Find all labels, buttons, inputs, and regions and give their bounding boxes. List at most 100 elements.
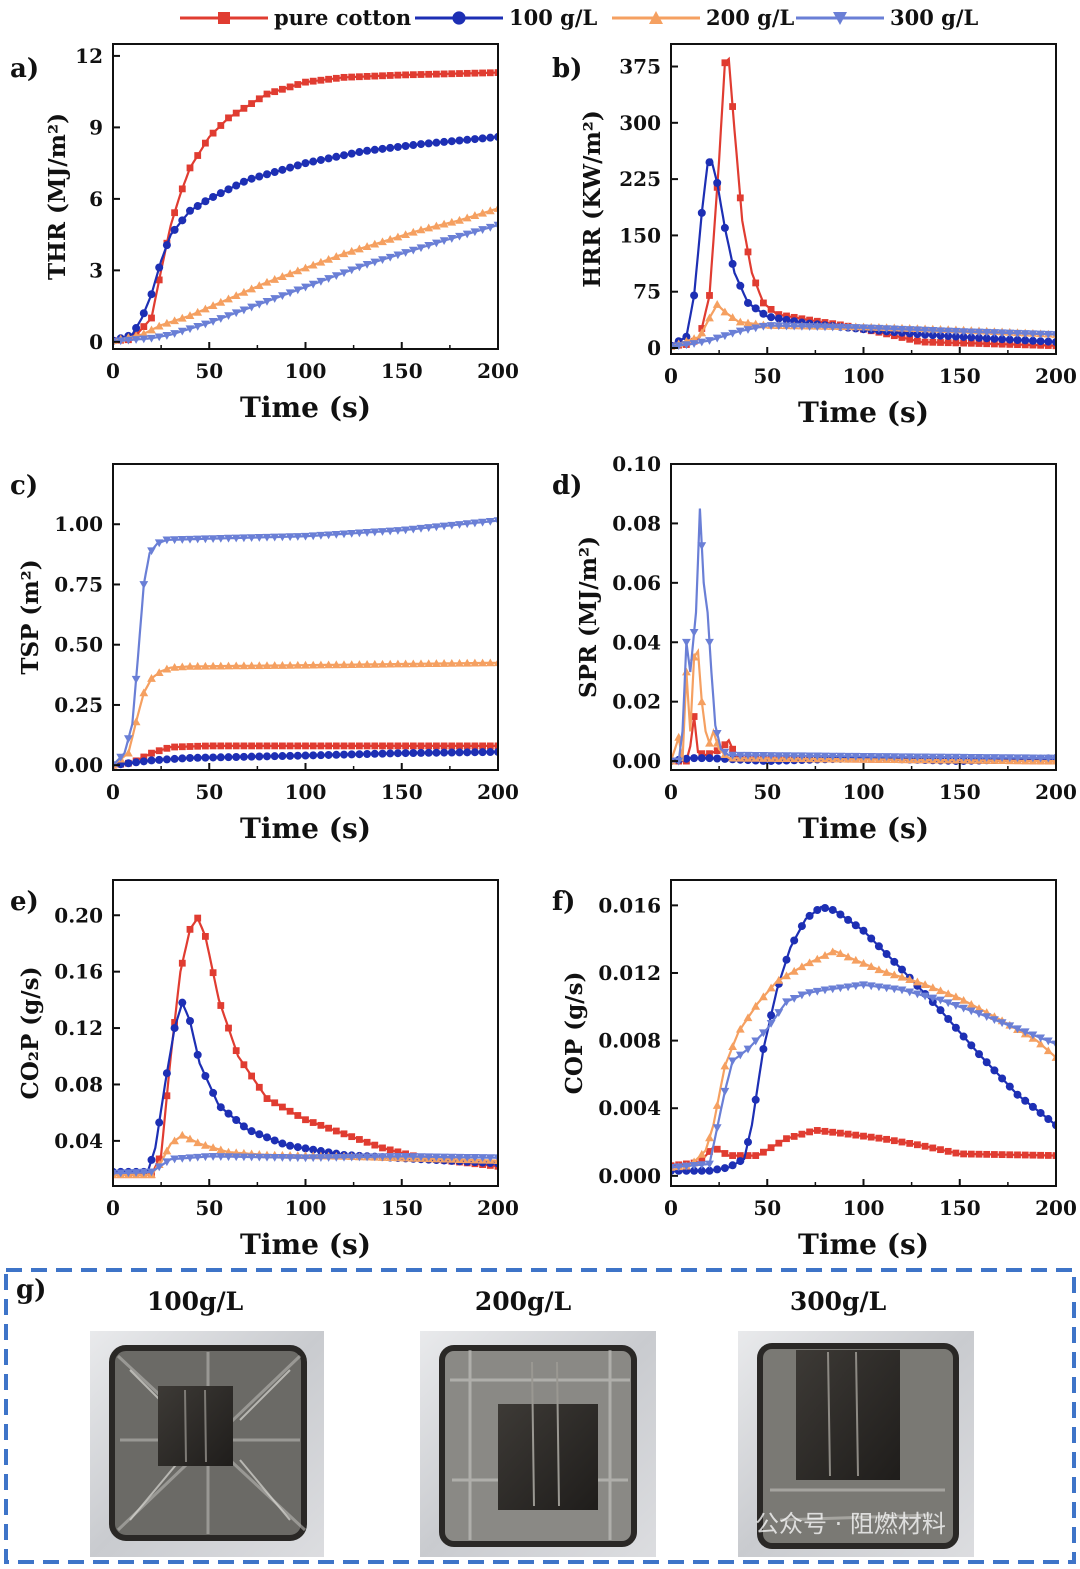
panel-label: c)	[10, 471, 38, 501]
data-point	[247, 752, 256, 761]
data-point	[286, 742, 294, 750]
data-point	[239, 1153, 249, 1162]
data-point	[821, 1127, 829, 1135]
data-point	[393, 251, 403, 260]
chart-panel-b-hrr: 0 50 100 150 200 0 75 150 225 300 375 Time (s) HRR (…	[552, 43, 1077, 429]
data-point	[155, 263, 164, 272]
data-point	[255, 1083, 263, 1091]
x-tick-label: 100	[285, 1196, 327, 1220]
data-point	[485, 658, 495, 667]
data-point	[759, 1045, 768, 1054]
y-tick-label: 0.04	[54, 1129, 103, 1153]
data-point	[255, 172, 264, 181]
data-point	[324, 1154, 333, 1162]
data-point	[906, 1139, 914, 1147]
y-tick-label: 0.008	[598, 1029, 661, 1053]
data-point	[712, 1101, 722, 1109]
data-point	[339, 660, 349, 669]
data-point	[967, 1150, 975, 1158]
data-point	[401, 230, 410, 239]
data-point	[682, 638, 691, 647]
series-300-g-l	[671, 508, 1056, 766]
data-point	[936, 996, 945, 1005]
data-point	[983, 340, 991, 348]
data-point	[193, 1153, 203, 1162]
data-point	[270, 533, 280, 542]
data-point	[852, 1131, 860, 1139]
data-point	[943, 989, 953, 998]
legend-label: 100 g/L	[509, 5, 598, 30]
data-point	[897, 986, 907, 995]
data-point	[371, 1141, 379, 1149]
data-point	[1051, 1040, 1056, 1049]
data-point	[789, 752, 799, 761]
data-point	[689, 628, 699, 637]
data-point	[494, 742, 498, 750]
x-tick-label: 200	[477, 1196, 519, 1220]
data-point	[998, 1151, 1006, 1159]
data-point	[921, 330, 930, 339]
data-point	[301, 532, 310, 541]
data-point	[759, 752, 768, 760]
series-pure-cotton	[113, 69, 498, 345]
data-point	[154, 668, 164, 677]
data-point	[385, 1153, 395, 1161]
data-point	[1044, 1152, 1052, 1159]
data-point	[1029, 341, 1037, 349]
data-point	[193, 1138, 203, 1147]
data-point	[202, 933, 209, 940]
data-point	[155, 1155, 163, 1163]
data-point	[224, 294, 233, 303]
data-point	[478, 1154, 487, 1162]
data-point	[139, 1168, 149, 1177]
data-point	[448, 70, 456, 78]
data-point	[113, 1169, 118, 1178]
data-point	[177, 662, 187, 671]
x-tick-label: 50	[195, 359, 223, 383]
data-point	[409, 71, 417, 79]
data-point	[131, 675, 141, 684]
photo-label-100: 100g/L	[147, 1287, 244, 1316]
y-tick-label: 0	[89, 330, 103, 354]
data-point	[394, 1148, 402, 1156]
data-point	[944, 332, 953, 341]
data-point	[116, 753, 126, 762]
data-point	[874, 324, 884, 333]
data-point	[751, 1037, 761, 1046]
data-point	[386, 1146, 394, 1154]
data-point	[697, 328, 707, 337]
y-tick-label: 0.000	[598, 1164, 661, 1188]
data-point	[254, 300, 264, 309]
data-point	[1043, 330, 1053, 339]
data-point	[705, 158, 714, 167]
data-point	[193, 1050, 202, 1059]
data-point	[124, 735, 133, 744]
data-point	[224, 753, 233, 762]
data-point	[170, 754, 179, 763]
data-point	[913, 326, 922, 335]
data-point	[324, 531, 333, 540]
data-point	[278, 165, 287, 174]
data-point	[859, 926, 868, 935]
data-point	[774, 752, 784, 760]
data-point	[455, 1153, 464, 1162]
data-point	[263, 1095, 271, 1102]
data-point	[216, 1103, 225, 1112]
data-point	[147, 547, 156, 556]
data-point	[851, 921, 860, 930]
data-point	[462, 1153, 472, 1162]
data-point	[782, 955, 791, 964]
data-point	[177, 536, 187, 544]
series-100-g-l	[671, 158, 1056, 350]
data-point	[347, 266, 357, 275]
data-point	[744, 1152, 752, 1159]
data-point	[139, 309, 148, 318]
data-point	[493, 221, 498, 230]
data-point	[698, 1156, 706, 1164]
data-point	[751, 1095, 760, 1104]
data-point	[331, 272, 341, 281]
data-point	[301, 660, 310, 669]
series-line	[113, 519, 498, 766]
data-point	[378, 144, 387, 153]
data-point	[255, 742, 263, 750]
